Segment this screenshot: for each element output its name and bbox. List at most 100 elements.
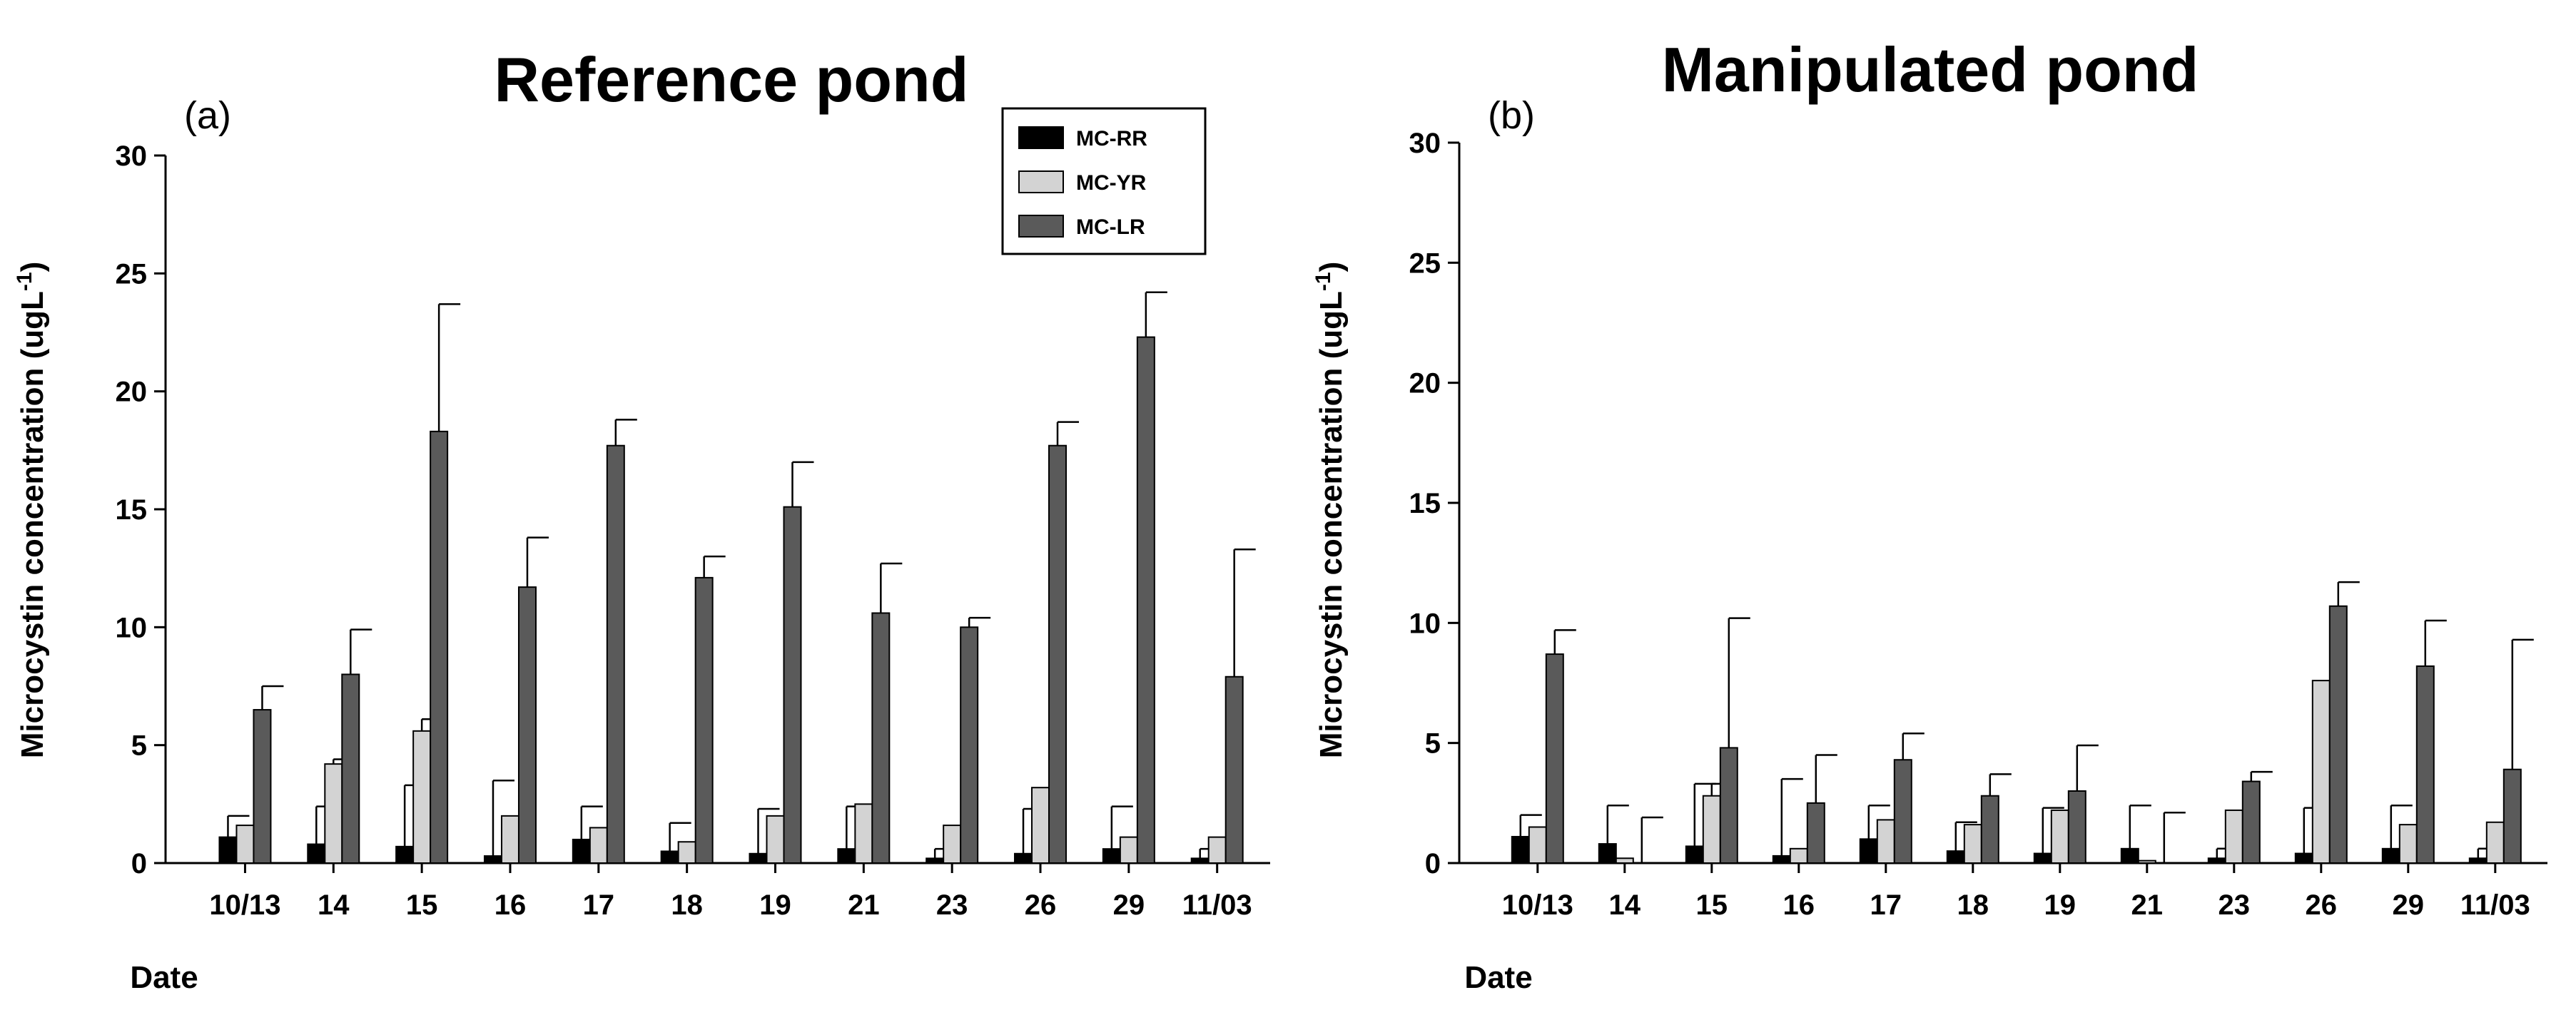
panel-b-plot: 0 5 10 15 20 25 30 10/13 14 15 16 17 18 19 21 23 26 29 11/… xyxy=(1409,128,2547,921)
panel-b-bar-mc-yr xyxy=(2137,859,2156,864)
legend-swatch-mc-yr xyxy=(1018,170,1064,193)
panel-a-bar-mc-rr xyxy=(483,855,502,864)
panel-a-bar-mc-yr xyxy=(854,803,873,864)
panel-b-xlabel: Date xyxy=(1464,960,1532,995)
panel-a-bar-mc-rr xyxy=(1014,852,1033,864)
panel-b-bar-mc-rr xyxy=(2294,852,2313,864)
panel-b-bar-mc-rr xyxy=(2468,857,2488,864)
panel-manipulated-pond: Manipulated pond (b) Date Microcystin co… xyxy=(1312,34,2547,995)
panel-b-bar-mc-rr xyxy=(1511,835,1530,864)
panel-b-bar-mc-yr xyxy=(2050,809,2069,864)
panel-a-bar-mc-rr xyxy=(1190,857,1210,864)
panel-b-bar-mc-lr xyxy=(2241,780,2261,864)
panel-b-bar-mc-yr xyxy=(2398,824,2418,864)
panel-b-ylabel: Microcystin concentration (ugL-1) xyxy=(1312,262,1349,759)
legend-label-mc-lr: MC-LR xyxy=(1076,215,1145,239)
panel-b-bar-mc-yr xyxy=(1789,847,1808,864)
panel-b-bar-mc-yr xyxy=(1528,826,1547,864)
panel-a-bar-mc-lr xyxy=(430,430,449,864)
panel-a-bar-mc-rr xyxy=(926,857,945,864)
panel-a-bar-mc-lr xyxy=(960,626,979,864)
panel-b-bar-mc-rr xyxy=(1772,855,1791,864)
panel-a-x-tick-label: 26 xyxy=(1025,889,1057,921)
panel-b-x-tick-label: 10/13 xyxy=(1502,889,1573,921)
panel-a-y-tick-label: 20 xyxy=(116,377,148,408)
panel-a-x-tick-label: 11/03 xyxy=(1182,889,1252,921)
panel-a-x-tick-label: 15 xyxy=(406,889,438,921)
panel-b-bar-mc-yr xyxy=(2485,821,2505,864)
panel-b-x-tick-label: 26 xyxy=(2306,889,2338,921)
panel-a-bar-mc-lr xyxy=(1136,336,1155,864)
panel-a-bar-mc-yr xyxy=(589,827,608,864)
panel-a-bar-mc-yr xyxy=(324,763,343,864)
panel-b-x-tick-label: 17 xyxy=(1870,889,1902,921)
legend-swatch-mc-rr xyxy=(1018,126,1064,149)
panel-a-bar-mc-lr xyxy=(1048,444,1068,864)
panel-a-x-tick-label: 16 xyxy=(495,889,527,921)
panel-a-ylabel: Microcystin concentration (ugL-1) xyxy=(13,262,50,759)
panel-a-plot: 0 5 10 15 20 25 30 10/13 14 15 16 17 18 19 21 23 26 29 11/… xyxy=(116,141,1270,921)
panel-a-xlabel: Date xyxy=(130,960,198,995)
panel-a-bar-mc-lr xyxy=(253,709,272,864)
panel-a-bar-mc-yr xyxy=(412,730,432,864)
panel-a-bar-mc-rr xyxy=(1102,848,1121,864)
panel-a-title: Reference pond xyxy=(494,44,968,115)
panel-b-x-tick-label: 19 xyxy=(2044,889,2076,921)
panel-a-y-tick-label: 10 xyxy=(116,612,148,643)
panel-b-bar-mc-lr xyxy=(1545,653,1564,864)
panel-b-bar-mc-lr xyxy=(2067,790,2086,864)
panel-a-label: (a) xyxy=(184,94,231,137)
panel-b-bar-mc-rr xyxy=(2381,847,2400,864)
panel-a-x-tick-label: 19 xyxy=(759,889,791,921)
panel-b-bar-mc-yr xyxy=(1702,795,1721,864)
panel-reference-pond: Reference pond (a) Date Microcystin conc… xyxy=(13,44,1270,995)
panel-a-bar-mc-yr xyxy=(766,815,785,864)
panel-b-bar-mc-yr xyxy=(1876,819,1895,864)
panel-a-y-tick-label: 30 xyxy=(116,141,148,172)
panel-a-bar-mc-yr xyxy=(235,825,255,864)
panel-a-x-tick-label: 29 xyxy=(1113,889,1145,921)
panel-b-bar-mc-yr xyxy=(1963,824,1982,864)
panel-a-bar-mc-yr xyxy=(677,841,696,864)
panel-b-bar-mc-yr xyxy=(2311,680,2331,864)
legend: MC-RR MC-YR MC-LR xyxy=(1001,107,1207,255)
panel-a-x-tick-label: 23 xyxy=(936,889,968,921)
panel-b-x-tick-label: 11/03 xyxy=(2460,889,2530,921)
panel-b-y-tick-label: 15 xyxy=(1409,488,1441,519)
panel-b-bar-mc-rr xyxy=(2207,857,2226,864)
panel-b-bar-mc-rr xyxy=(1598,843,1617,864)
panel-a-bar-mc-lr xyxy=(517,586,537,864)
panel-a-bar-mc-rr xyxy=(660,850,679,864)
panel-a-x-tick-label: 21 xyxy=(848,889,880,921)
panel-a-bar-mc-lr xyxy=(1224,675,1244,864)
panel-b-y-tick-label: 30 xyxy=(1409,128,1441,159)
panel-a-bar-mc-yr xyxy=(1207,836,1227,864)
panel-b-bar-mc-lr xyxy=(2328,605,2348,864)
panel-b-bar-mc-rr xyxy=(1946,850,1965,864)
panel-a-y-tick-label: 0 xyxy=(131,848,147,879)
panel-a-bar-mc-rr xyxy=(307,843,326,864)
panel-a-x-tick-label: 14 xyxy=(318,889,350,921)
panel-b-y-tick-label: 20 xyxy=(1409,368,1441,399)
panel-b-x-tick-label: 18 xyxy=(1957,889,1989,921)
panel-b-bar-mc-lr xyxy=(2503,768,2522,864)
legend-label-mc-yr: MC-YR xyxy=(1076,171,1147,195)
panel-a-bar-mc-rr xyxy=(218,836,238,864)
panel-b-x-tick-label: 29 xyxy=(2393,889,2425,921)
panel-b-bar-mc-lr xyxy=(2415,665,2435,864)
panel-b-x-tick-label: 14 xyxy=(1609,889,1641,921)
panel-a-bar-mc-rr xyxy=(837,848,856,864)
panel-b-bar-mc-yr xyxy=(2224,809,2243,864)
panel-b-x-tick-label: 23 xyxy=(2218,889,2251,921)
panel-b-bar-mc-rr xyxy=(1859,838,1878,864)
panel-b-bar-mc-lr xyxy=(1806,802,1825,864)
panel-a-bar-mc-lr xyxy=(783,506,802,864)
panel-a-bar-mc-rr xyxy=(395,845,415,864)
panel-a-x-tick-label: 17 xyxy=(583,889,615,921)
panel-a-bar-mc-yr xyxy=(500,815,519,864)
panel-b-y-tick-label: 25 xyxy=(1409,248,1441,279)
panel-a-bar-mc-yr xyxy=(1119,836,1138,864)
panel-a-bar-mc-rr xyxy=(749,852,768,864)
legend-label-mc-rr: MC-RR xyxy=(1076,127,1147,151)
panel-b-x-tick-label: 21 xyxy=(2131,889,2164,921)
